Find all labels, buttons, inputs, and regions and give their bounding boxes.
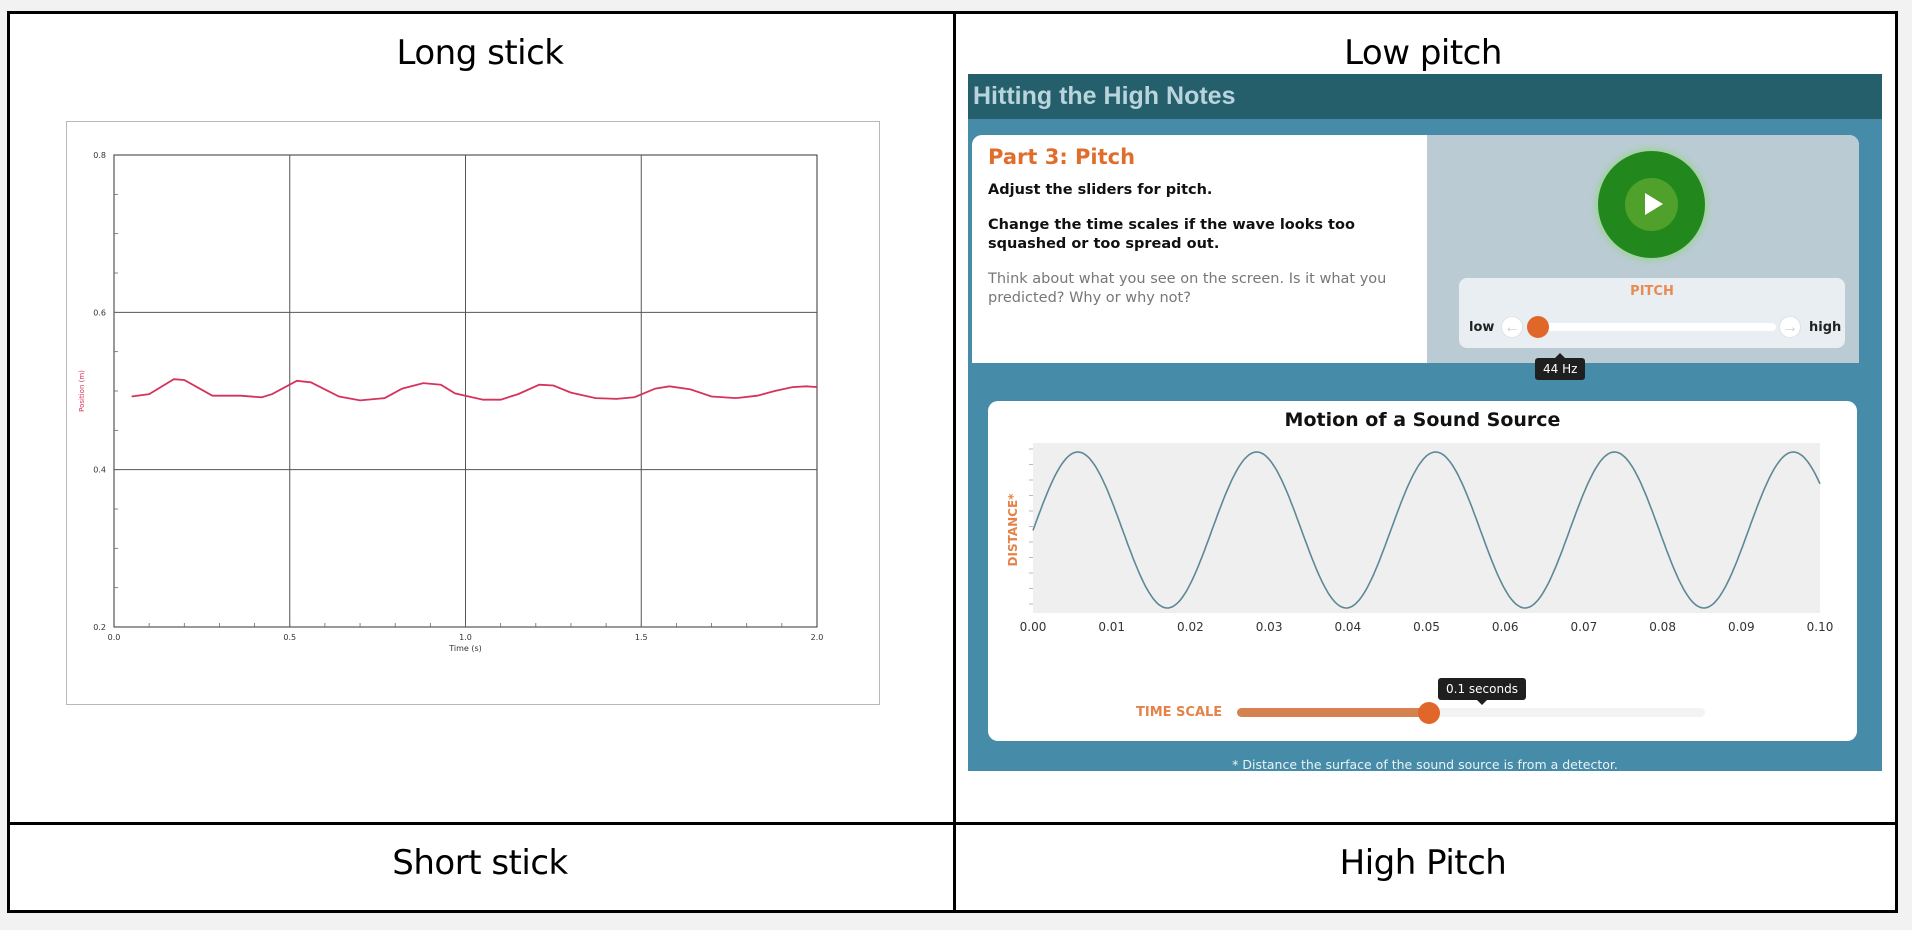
instruction-text: Part 3: Pitch Adjust the sliders for pit…	[988, 145, 1418, 308]
part-title: Part 3: Pitch	[988, 145, 1136, 169]
x-tick-label: 0.5	[283, 633, 296, 642]
x-tick-label: 0.01	[1098, 620, 1125, 634]
x-tick-label: 0.0	[108, 633, 121, 642]
pitch-label: PITCH	[1630, 284, 1674, 299]
pitch-control: PITCH low ← → high	[1459, 278, 1845, 348]
x-tick-label: 0.08	[1649, 620, 1676, 634]
x-tick-label: 0.10	[1807, 620, 1834, 634]
time-scale-label: TIME SCALE	[1136, 705, 1223, 720]
x-tick-label: 0.06	[1492, 620, 1519, 634]
x-tick-label: 0.02	[1177, 620, 1204, 634]
pitch-low-label: low	[1469, 320, 1495, 335]
high-pitch-title: High Pitch	[1339, 843, 1507, 883]
position-time-chart: 0.0 0.5 1.0 1.5 2.0 0.2 0.4 0.6 0.8 Time (s) Posit…	[66, 121, 880, 705]
pitch-slider-thumb[interactable]	[1527, 316, 1550, 338]
x-tick-label: 0.09	[1728, 620, 1755, 634]
time-scale-slider[interactable]	[1237, 702, 1705, 724]
reflection-prompt: Think about what you see on the screen. …	[988, 271, 1387, 306]
y-axis-label: Position (m)	[78, 370, 86, 412]
y-tick-label: 0.4	[93, 466, 106, 475]
pitch-high-label: high	[1809, 320, 1842, 335]
time-scale-slider-fill	[1237, 708, 1429, 717]
plot-area	[1033, 443, 1820, 613]
motion-graph-plot: 0.00 0.01 0.02 0.03 0.04 0.05 0.06 0.07 0.08 0.09…	[1006, 443, 1834, 634]
pitch-decrease-arrow-icon[interactable]: ←	[1501, 316, 1523, 338]
x-axis-label: Time (s)	[448, 644, 482, 653]
time-scale-value-tooltip: 0.1 seconds	[1438, 678, 1526, 705]
pitch-increase-arrow-icon[interactable]: →	[1779, 316, 1801, 338]
motion-graph-title: Motion of a Sound Source	[1284, 409, 1561, 431]
sim-instructions-panel: Part 3: Pitch Adjust the sliders for pit…	[972, 135, 1859, 363]
y-tick-label: 0.2	[93, 623, 106, 632]
time-scale-slider-thumb[interactable]	[1417, 702, 1440, 724]
motion-graph-card: Motion of a Sound Source 0.00 0.01 0.02 0.0…	[988, 401, 1857, 741]
y-axis-label: DISTANCE*	[1006, 493, 1020, 567]
x-tick-label: 0.00	[1020, 620, 1047, 634]
pitch-simulation: Hitting the High Notes Part 3: Pitch Adj…	[968, 74, 1882, 772]
low-pitch-title: Low pitch	[1344, 33, 1502, 73]
distance-footnote: * Distance the surface of the sound sour…	[1232, 757, 1618, 772]
short-stick-title: Short stick	[392, 843, 568, 883]
sim-header-title: Hitting the High Notes	[968, 74, 1882, 119]
x-tick-label: 2.0	[811, 633, 824, 642]
sim-controls-panel: PITCH low ← → high	[1427, 135, 1859, 363]
x-tick-label: 0.05	[1413, 620, 1440, 634]
table-divider-horizontal	[10, 822, 1895, 825]
play-button-inner	[1625, 178, 1678, 231]
x-tick-label: 1.0	[459, 633, 472, 642]
distance-series-line	[1032, 451, 1821, 609]
instruction-2: Change the time scales if the wave looks…	[988, 217, 1355, 252]
position-series-line	[131, 378, 818, 402]
pitch-value-tooltip: 44 Hz	[1535, 353, 1586, 380]
play-button[interactable]	[1598, 151, 1705, 258]
x-tick-label: 0.07	[1571, 620, 1598, 634]
position-time-plot: 0.0 0.5 1.0 1.5 2.0 0.2 0.4 0.6 0.8 Time (s) Posit…	[78, 151, 824, 653]
x-tick-label: 0.03	[1256, 620, 1283, 634]
play-icon	[1645, 193, 1663, 215]
table-divider-vertical	[953, 14, 956, 910]
long-stick-title: Long stick	[396, 33, 564, 73]
x-tick-label: 0.04	[1334, 620, 1361, 634]
y-tick-label: 0.8	[93, 151, 106, 160]
instruction-1: Adjust the sliders for pitch.	[988, 182, 1213, 198]
pitch-slider[interactable]	[1527, 316, 1776, 338]
y-tick-label: 0.6	[93, 308, 106, 317]
x-tick-label: 1.5	[635, 633, 648, 642]
